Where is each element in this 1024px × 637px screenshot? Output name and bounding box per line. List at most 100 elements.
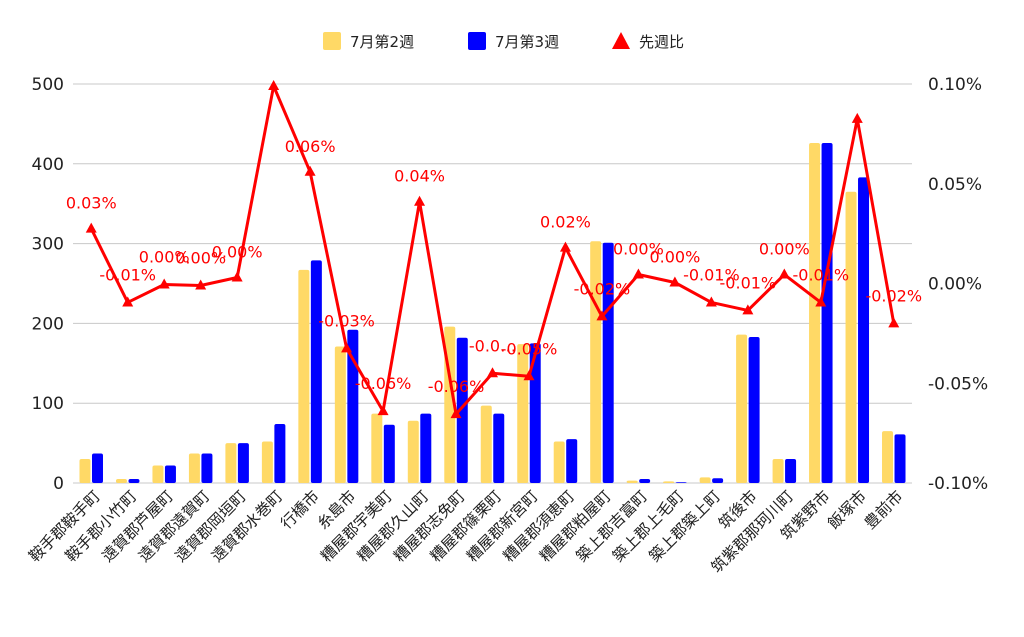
bar-week2[interactable]: [882, 431, 894, 483]
line-point-marker[interactable]: [888, 317, 900, 328]
bar-week2[interactable]: [407, 420, 419, 483]
line-point-marker[interactable]: [778, 268, 790, 279]
point-data-label: -0.01%: [720, 273, 777, 292]
bar-week3[interactable]: [785, 459, 797, 483]
line-point-marker[interactable]: [487, 367, 498, 378]
line-point-marker[interactable]: [851, 112, 863, 123]
bar-week3[interactable]: [858, 177, 870, 483]
bar-week2[interactable]: [115, 479, 127, 483]
bar-week2[interactable]: [590, 241, 602, 483]
point-data-label: -0.02%: [574, 279, 631, 298]
bar-week2[interactable]: [517, 344, 529, 483]
line-point-marker[interactable]: [632, 268, 644, 279]
bar-week2[interactable]: [663, 481, 675, 483]
bar-week3[interactable]: [383, 424, 395, 483]
left-axis-tick-label: 200: [32, 314, 64, 334]
point-data-label: -0.05%: [501, 339, 558, 358]
legend-label[interactable]: 先週比: [639, 33, 684, 51]
point-data-label: 0.00%: [649, 248, 700, 267]
bar-week3[interactable]: [128, 479, 140, 483]
line-point-marker[interactable]: [231, 271, 243, 282]
bar-week2[interactable]: [371, 413, 383, 483]
bar-week3[interactable]: [274, 423, 286, 483]
category-label: 飯塚市: [824, 487, 870, 533]
point-data-label: 0.00%: [613, 240, 664, 259]
point-data-label: -0.0…: [469, 336, 516, 355]
bar-week2[interactable]: [79, 459, 91, 483]
line-point-marker[interactable]: [559, 241, 571, 252]
bar-week2[interactable]: [480, 405, 492, 483]
legend-swatch: [323, 32, 341, 50]
bar-week3[interactable]: [821, 143, 833, 483]
line-point-marker[interactable]: [158, 278, 170, 289]
line-point-marker[interactable]: [669, 276, 681, 287]
bar-week3[interactable]: [639, 479, 651, 483]
bar-layer: [79, 143, 906, 484]
bar-week3[interactable]: [712, 478, 724, 483]
bar-week3[interactable]: [493, 413, 505, 483]
left-axis-tick-label: 0: [53, 474, 64, 494]
bar-week3[interactable]: [237, 443, 249, 483]
bar-week2[interactable]: [845, 191, 857, 484]
left-axis-tick-label: 500: [32, 75, 64, 95]
point-data-label: -0.01%: [683, 265, 740, 284]
bar-week3[interactable]: [566, 439, 578, 483]
legend-label[interactable]: 7月第2週: [350, 33, 414, 51]
bar-week2[interactable]: [152, 465, 164, 483]
bar-week2[interactable]: [772, 459, 784, 483]
line-point-marker[interactable]: [268, 79, 280, 90]
bar-week2[interactable]: [809, 143, 821, 483]
bar-week2[interactable]: [225, 443, 237, 483]
line-point-marker[interactable]: [815, 296, 827, 307]
right-axis-tick-label: 0.00%: [928, 275, 982, 295]
legend-label[interactable]: 7月第3週: [495, 33, 559, 51]
bar-week2[interactable]: [553, 441, 565, 483]
bar-week3[interactable]: [456, 337, 468, 483]
bar-week3[interactable]: [894, 434, 906, 483]
legend-triangle-icon: [612, 32, 630, 49]
bar-week2[interactable]: [188, 453, 200, 483]
bar-week3[interactable]: [201, 453, 213, 483]
line-point-marker[interactable]: [341, 342, 353, 353]
bar-week3[interactable]: [748, 336, 760, 483]
bar-week2[interactable]: [626, 480, 638, 483]
point-data-label: 0.00%: [175, 248, 226, 267]
line-point-marker[interactable]: [450, 408, 462, 419]
bar-week3[interactable]: [91, 453, 103, 483]
bar-week3[interactable]: [602, 242, 614, 483]
point-data-label: -0.01%: [99, 265, 156, 284]
line-point-marker[interactable]: [742, 304, 754, 315]
point-data-label: 0.06%: [285, 137, 336, 156]
bar-week3[interactable]: [310, 260, 322, 483]
point-data-label: 0.00%: [212, 243, 263, 262]
bar-week3[interactable]: [420, 413, 432, 483]
data-label-layer: 0.03%-0.01%0.00%0.00%0.00%0.06%-0.03%-0.…: [66, 137, 922, 396]
line-point-marker[interactable]: [85, 222, 97, 233]
bar-week2[interactable]: [736, 334, 748, 483]
point-data-label: 0.00%: [759, 240, 810, 259]
point-data-label: 0.04%: [394, 167, 445, 186]
left-axis-tick-label: 300: [32, 235, 64, 255]
line-point-marker[interactable]: [523, 370, 535, 381]
line-point-marker[interactable]: [122, 296, 134, 307]
line-point-marker[interactable]: [414, 195, 426, 206]
legend[interactable]: 7月第2週 7月第3週 先週比: [323, 32, 684, 51]
line-point-marker[interactable]: [377, 405, 389, 416]
right-axis-tick-label: -0.05%: [928, 374, 988, 394]
point-data-label: 0.00%: [139, 247, 190, 266]
line-point-marker[interactable]: [195, 279, 207, 290]
line-point-marker[interactable]: [705, 296, 717, 307]
line-point-marker[interactable]: [304, 165, 316, 176]
bar-week3[interactable]: [164, 465, 176, 483]
point-data-label: -0.06%: [355, 374, 412, 393]
bar-week2[interactable]: [334, 346, 346, 483]
line-point-marker[interactable]: [596, 310, 608, 321]
bar-week2[interactable]: [298, 269, 310, 483]
bar-week2[interactable]: [699, 477, 711, 483]
bar-week3[interactable]: [347, 329, 359, 483]
bar-week3[interactable]: [675, 482, 687, 483]
bar-week2[interactable]: [261, 441, 273, 483]
point-data-label: -0.02%: [865, 286, 922, 305]
right-axis-tick-label: -0.10%: [928, 474, 988, 494]
